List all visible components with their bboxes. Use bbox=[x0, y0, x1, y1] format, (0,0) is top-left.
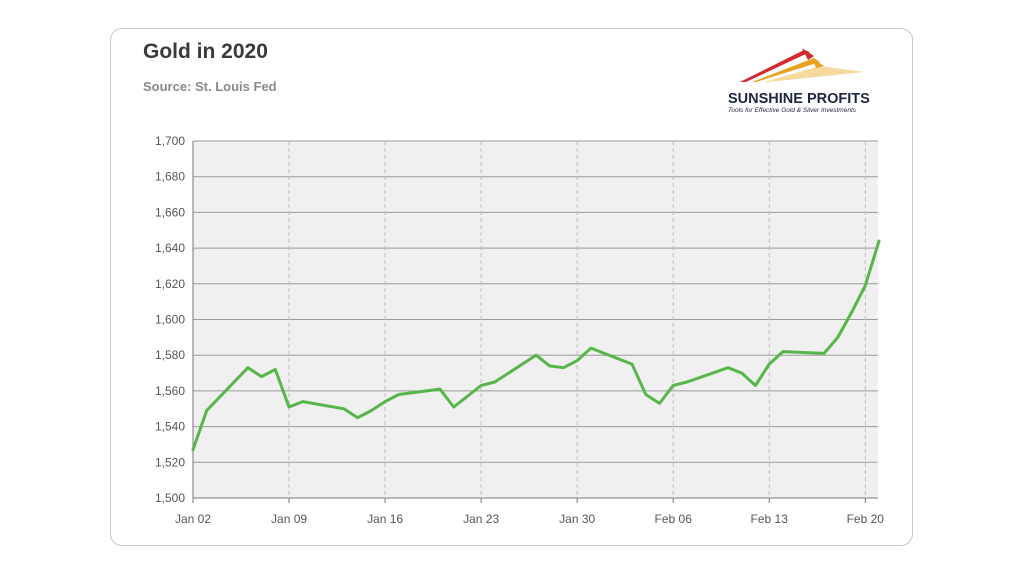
x-tick-label: Jan 16 bbox=[367, 512, 403, 526]
x-tick-labels: Jan 02 Jan 09 Jan 16 Jan 23 Jan 30 Feb 06 Feb … bbox=[175, 512, 884, 526]
y-tick-label: 1,520 bbox=[155, 455, 185, 469]
y-tick-label: 1,620 bbox=[155, 277, 185, 291]
y-tick-label: 1,680 bbox=[155, 170, 185, 184]
y-tick-label: 1,640 bbox=[155, 241, 185, 255]
y-tick-label: 1,700 bbox=[155, 134, 185, 148]
y-tick-label: 1,540 bbox=[155, 420, 185, 434]
y-tick-label: 1,500 bbox=[155, 491, 185, 505]
chart-subtitle: Source: St. Louis Fed bbox=[143, 79, 277, 94]
x-tick-label: Jan 02 bbox=[175, 512, 211, 526]
y-tick-label: 1,560 bbox=[155, 384, 185, 398]
x-tick-label: Jan 09 bbox=[271, 512, 307, 526]
y-tick-label: 1,600 bbox=[155, 313, 185, 327]
x-gridlines bbox=[192, 141, 866, 503]
x-tick-label: Feb 13 bbox=[751, 512, 789, 526]
sunshine-profits-logo-icon bbox=[740, 48, 864, 82]
axes bbox=[192, 141, 878, 499]
y-tick-label: 1,660 bbox=[155, 205, 185, 219]
gold-price-line bbox=[191, 239, 881, 452]
logo-name: SUNSHINE PROFITS bbox=[728, 91, 870, 107]
y-tick-label: 1,580 bbox=[155, 348, 185, 362]
y-tick-labels: 1,500 1,520 1,540 1,560 1,580 1,600 1,620 1,640… bbox=[155, 134, 185, 505]
chart-title: Gold in 2020 bbox=[143, 40, 268, 63]
x-tick-label: Feb 06 bbox=[655, 512, 693, 526]
x-tick-label: Jan 30 bbox=[559, 512, 595, 526]
x-tick-label: Jan 23 bbox=[463, 512, 499, 526]
logo-tagline: Tools for Effective Gold & Silver Invest… bbox=[728, 107, 857, 114]
x-tick-label: Feb 20 bbox=[847, 512, 885, 526]
